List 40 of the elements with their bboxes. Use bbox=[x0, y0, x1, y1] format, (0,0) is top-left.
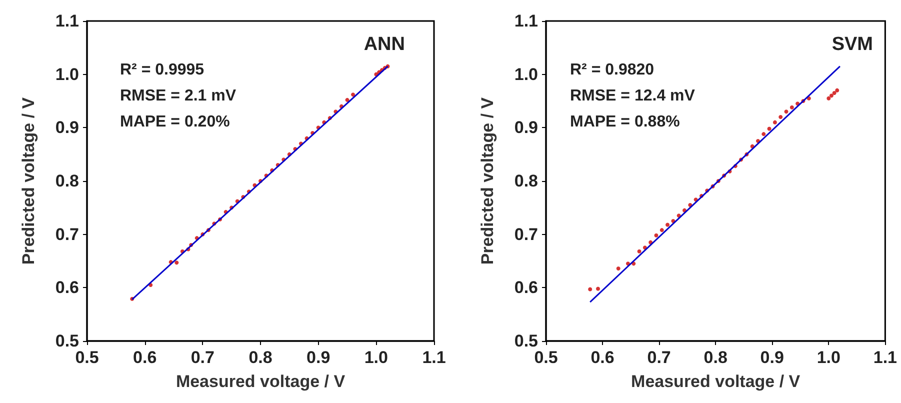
x-tick-label: 0.6 bbox=[133, 348, 157, 367]
x-tick-label: 1.0 bbox=[364, 348, 388, 367]
y-tick-label: 1.0 bbox=[514, 64, 538, 84]
y-axis-title: Predicted voltage / V bbox=[19, 96, 38, 265]
x-axis-title: Measured voltage / V bbox=[631, 372, 801, 391]
y-tick-label: 0.7 bbox=[55, 224, 79, 244]
annotation: RMSE = 12.4 mV bbox=[570, 88, 696, 104]
x-tick-label: 0.5 bbox=[75, 348, 99, 367]
annotation: R² = 0.9820 bbox=[570, 62, 654, 78]
x-tick-label: 0.5 bbox=[534, 348, 558, 367]
annotation: R² = 0.9995 bbox=[120, 62, 204, 78]
x-tick-label: 1.1 bbox=[873, 348, 898, 367]
y-tick-label: 1.1 bbox=[514, 12, 538, 30]
text: ANN bbox=[364, 34, 406, 55]
text: SVM bbox=[832, 34, 874, 55]
y-tick-label: 0.6 bbox=[55, 278, 79, 298]
y-tick-label: 0.8 bbox=[514, 172, 538, 190]
x-tick-label: 0.8 bbox=[704, 348, 728, 367]
y-tick-label: 1.1 bbox=[55, 12, 79, 30]
x-tick-label: 0.9 bbox=[306, 348, 330, 367]
annotation: MAPE = 0.20% bbox=[120, 114, 230, 130]
y-tick-label: 0.9 bbox=[55, 118, 79, 138]
y-tick-label: 0.6 bbox=[514, 278, 538, 298]
annotation: MAPE = 0.88% bbox=[570, 114, 680, 130]
y-tick-label: 1.0 bbox=[55, 64, 79, 84]
x-tick-label: 0.9 bbox=[760, 348, 784, 367]
x-tick-label: 1.0 bbox=[816, 348, 840, 367]
y-tick-label: 0.9 bbox=[514, 118, 538, 138]
x-axis-title: Measured voltage / V bbox=[176, 372, 346, 391]
annotation: RMSE = 2.1 mV bbox=[120, 88, 236, 104]
y-tick-label: 0.7 bbox=[514, 224, 538, 244]
x-tick-label: 1.1 bbox=[422, 348, 446, 367]
x-tick-label: 0.6 bbox=[590, 348, 614, 367]
y-axis-title: Predicted voltage / V bbox=[478, 96, 497, 265]
y-tick-label: 0.8 bbox=[55, 172, 79, 190]
y-tick-label: 0.5 bbox=[55, 332, 79, 350]
x-tick-label: 0.7 bbox=[190, 348, 214, 367]
y-tick-label: 0.5 bbox=[514, 332, 538, 350]
x-tick-label: 0.8 bbox=[248, 348, 272, 367]
x-tick-label: 0.7 bbox=[647, 348, 671, 367]
